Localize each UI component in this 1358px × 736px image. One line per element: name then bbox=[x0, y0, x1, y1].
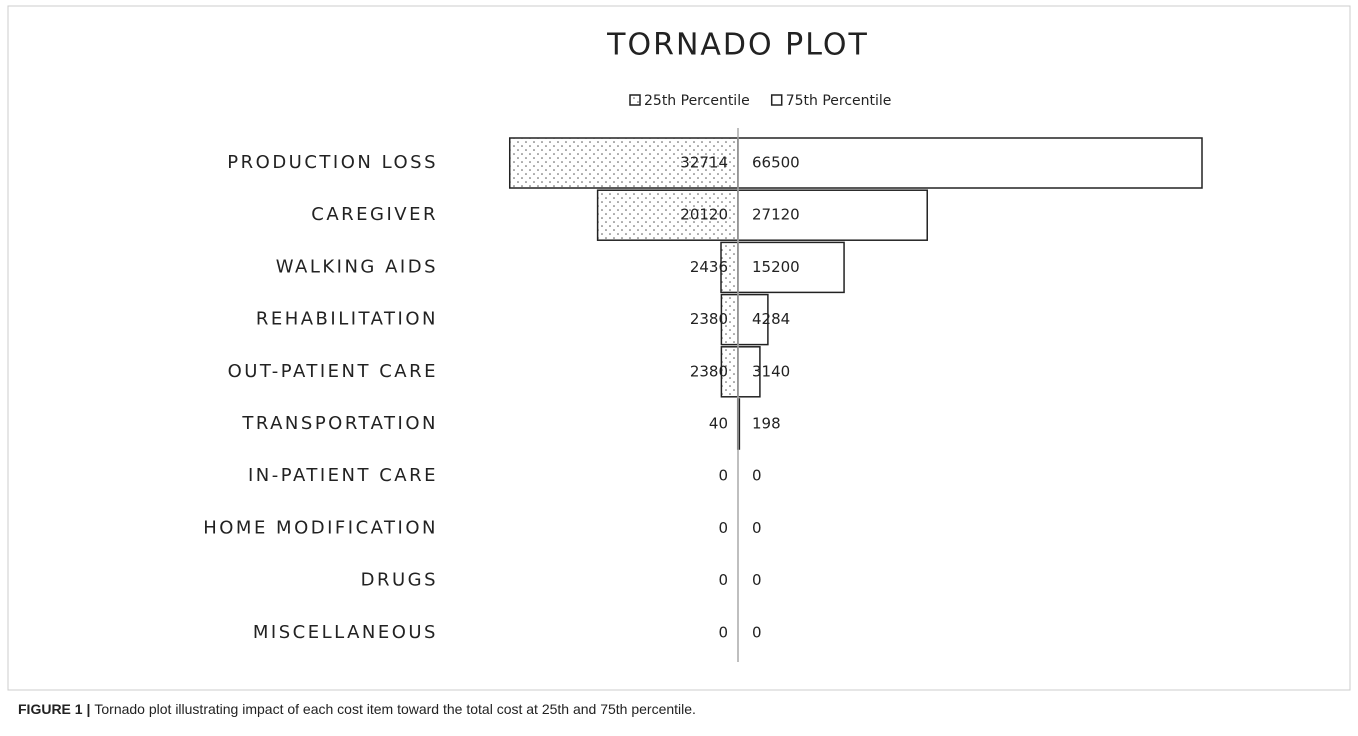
data-label: 0 bbox=[718, 571, 728, 589]
legend-label: 75th Percentile bbox=[786, 93, 892, 109]
data-label: 2436 bbox=[690, 258, 728, 276]
data-label: 0 bbox=[718, 467, 728, 485]
data-label: 27120 bbox=[752, 206, 800, 224]
caption-text: Tornado plot illustrating impact of each… bbox=[94, 701, 696, 717]
data-label: 0 bbox=[752, 467, 762, 485]
data-label: 4284 bbox=[752, 310, 790, 328]
frame bbox=[7, 5, 1351, 691]
bar bbox=[737, 137, 1203, 189]
category-label: PRODUCTION LOSS bbox=[227, 152, 438, 173]
bar bbox=[737, 293, 769, 346]
legend-swatch bbox=[770, 94, 783, 106]
data-label: 198 bbox=[752, 415, 781, 433]
category-label: WALKING AIDS bbox=[276, 256, 438, 277]
data-label: 20120 bbox=[680, 206, 728, 224]
data-label: 66500 bbox=[752, 154, 800, 172]
bar bbox=[508, 137, 739, 189]
category-label: IN-PATIENT CARE bbox=[248, 465, 438, 486]
chart-title: TORNADO PLOT bbox=[606, 28, 869, 63]
data-label: 0 bbox=[718, 623, 728, 641]
caption-label: FIGURE 1 | bbox=[18, 701, 90, 717]
data-label: 40 bbox=[709, 415, 728, 433]
bar bbox=[737, 241, 845, 294]
category-label: MISCELLANEOUS bbox=[253, 622, 438, 643]
data-label: 0 bbox=[752, 519, 762, 537]
data-label: 0 bbox=[718, 519, 728, 537]
data-label: 3140 bbox=[752, 362, 790, 380]
category-label: CAREGIVER bbox=[311, 204, 438, 225]
category-label: DRUGS bbox=[361, 570, 438, 591]
bar bbox=[596, 189, 739, 241]
category-label: OUT-PATIENT CARE bbox=[228, 361, 438, 382]
caption: FIGURE 1 | Tornado plot illustrating impa… bbox=[18, 701, 696, 717]
data-label: 0 bbox=[752, 623, 762, 641]
data-label: 15200 bbox=[752, 258, 800, 276]
data-label: 2380 bbox=[690, 310, 728, 328]
category-label: REHABILITATION bbox=[256, 309, 438, 330]
category-label: HOME MODIFICATION bbox=[203, 517, 438, 538]
data-label: 0 bbox=[752, 571, 762, 589]
data-label: 2380 bbox=[690, 362, 728, 380]
data-label: 32714 bbox=[680, 154, 728, 172]
category-label: TRANSPORTATION bbox=[241, 413, 438, 434]
legend-label: 25th Percentile bbox=[644, 93, 750, 109]
legend-swatch bbox=[629, 94, 641, 106]
bar bbox=[737, 189, 928, 241]
